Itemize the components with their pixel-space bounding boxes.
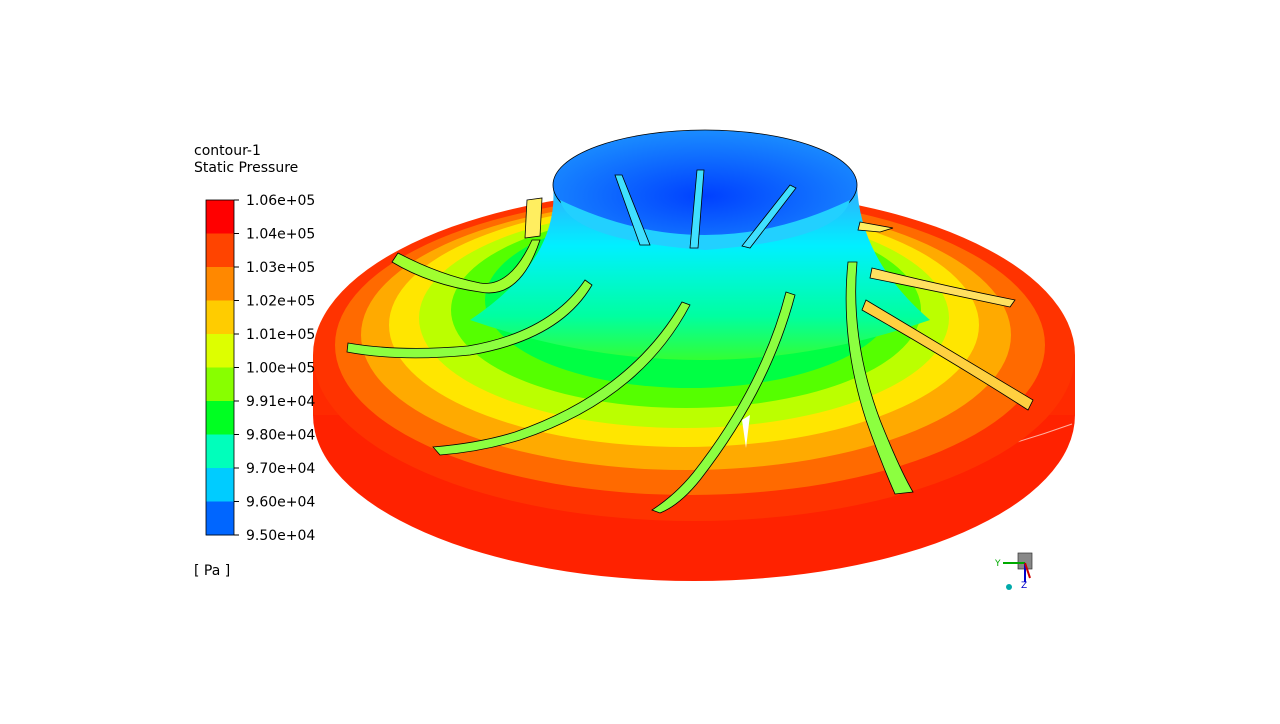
colorbar-band — [206, 200, 234, 234]
colorbar-label: 1.06e+05 — [246, 193, 315, 209]
triad-y-label: Y — [994, 559, 1001, 569]
legend-units: [ Pa ] — [194, 563, 230, 579]
colorbar-label: 1.03e+05 — [246, 260, 315, 276]
axis-triad: Y Z — [994, 552, 1033, 591]
colorbar-band — [206, 334, 234, 368]
colorbar-band — [206, 434, 234, 469]
colorbar-label: 9.60e+04 — [246, 495, 315, 511]
colorbar-band — [206, 401, 234, 435]
colorbar-label: 1.01e+05 — [246, 327, 315, 343]
colorbar-label: 9.91e+04 — [246, 394, 315, 410]
colorbar-label: 1.04e+05 — [246, 227, 315, 243]
impeller — [313, 129, 1075, 581]
colorbar-band — [206, 468, 234, 502]
legend: contour-1 Static Pressure 1.06e+05 1.04e+… — [194, 143, 315, 579]
colorbar-band — [206, 233, 234, 268]
legend-title: contour-1 — [194, 143, 261, 159]
legend-quantity: Static Pressure — [194, 160, 298, 176]
triad-z-label: Z — [1021, 581, 1027, 591]
colorbar-label: 9.80e+04 — [246, 428, 315, 444]
colorbar-label: 9.70e+04 — [246, 461, 315, 477]
colorbar-band — [206, 367, 234, 402]
colorbar: 1.06e+05 1.04e+05 1.03e+05 1.02e+05 1.01e+05… — [205, 193, 315, 544]
colorbar-band — [206, 300, 234, 335]
colorbar-label: 1.00e+05 — [246, 361, 315, 377]
colorbar-band — [206, 267, 234, 301]
colorbar-label: 1.02e+05 — [246, 294, 315, 310]
colorbar-label: 9.50e+04 — [246, 528, 315, 544]
colorbar-band — [206, 501, 234, 536]
